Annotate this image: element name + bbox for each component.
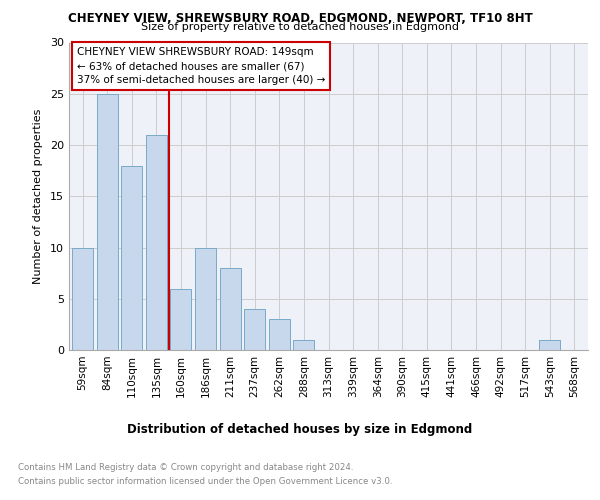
Bar bbox=[146, 134, 167, 350]
Bar bbox=[195, 248, 216, 350]
Text: Distribution of detached houses by size in Edgmond: Distribution of detached houses by size … bbox=[127, 422, 473, 436]
Bar bbox=[97, 94, 118, 350]
Y-axis label: Number of detached properties: Number of detached properties bbox=[33, 108, 43, 284]
Text: Contains public sector information licensed under the Open Government Licence v3: Contains public sector information licen… bbox=[18, 478, 392, 486]
Bar bbox=[170, 288, 191, 350]
Bar bbox=[220, 268, 241, 350]
Bar bbox=[244, 309, 265, 350]
Bar bbox=[539, 340, 560, 350]
Text: Size of property relative to detached houses in Edgmond: Size of property relative to detached ho… bbox=[141, 22, 459, 32]
Bar bbox=[72, 248, 93, 350]
Bar bbox=[293, 340, 314, 350]
Text: Contains HM Land Registry data © Crown copyright and database right 2024.: Contains HM Land Registry data © Crown c… bbox=[18, 462, 353, 471]
Text: CHEYNEY VIEW, SHREWSBURY ROAD, EDGMOND, NEWPORT, TF10 8HT: CHEYNEY VIEW, SHREWSBURY ROAD, EDGMOND, … bbox=[68, 12, 532, 26]
Bar bbox=[269, 320, 290, 350]
Text: CHEYNEY VIEW SHREWSBURY ROAD: 149sqm
← 63% of detached houses are smaller (67)
3: CHEYNEY VIEW SHREWSBURY ROAD: 149sqm ← 6… bbox=[77, 47, 325, 85]
Bar bbox=[121, 166, 142, 350]
